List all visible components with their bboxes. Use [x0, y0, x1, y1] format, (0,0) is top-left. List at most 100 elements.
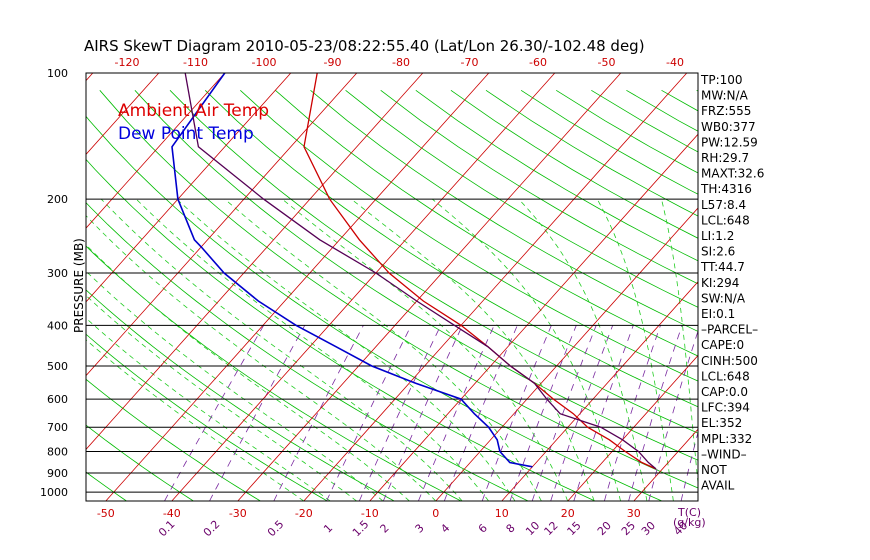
- bottom-temp-tick--30: -30: [229, 507, 247, 520]
- mixing-ratio-line-5: [382, 325, 463, 501]
- bottom-temp-tick--40: -40: [163, 507, 181, 520]
- chart-title: AIRS SkewT Diagram 2010-05-23/08:22:55.4…: [84, 37, 645, 55]
- pressure-tick-labels: 100 200 300 400 500 600 700 800 900 1000: [40, 67, 68, 499]
- mixing-ratio-tick-13: 20: [595, 519, 614, 538]
- index-6: MAXT:32.6: [701, 167, 764, 181]
- mixing-ratio-line-3: [326, 325, 412, 501]
- series-line-2: [184, 73, 657, 470]
- dry-adiabat-220: [732, 90, 870, 501]
- isotherm-0: [435, 207, 698, 501]
- index-17: CAPE:0: [701, 338, 744, 352]
- top-temp-tick--50: -50: [598, 56, 616, 69]
- dry-adiabat-0: [86, 245, 462, 501]
- isotherm--120: [0, 73, 27, 501]
- dry-adiabat-120: [380, 89, 698, 285]
- mixing-ratio-tick-14: 25: [619, 519, 638, 538]
- legend-dew-point-temp: Dew Point Temp: [118, 124, 254, 144]
- dry-adiabat-200: [661, 89, 698, 112]
- mixing-ratio-tick-5: 2: [378, 521, 392, 535]
- pressure-tick-100: 100: [47, 67, 68, 80]
- isotherm-lines: [0, 73, 698, 501]
- moist-adiabat--4: [86, 244, 410, 501]
- legend-ambient-air-temp: Ambient Air Temp: [118, 101, 269, 121]
- mixing-ratio-tick-3: 1: [321, 521, 335, 535]
- index-25: NOT: [701, 463, 727, 477]
- moist-adiabat-8: [136, 198, 489, 501]
- mixing-ratio-tick-6: 3: [413, 521, 427, 535]
- index-22: EL:352: [701, 416, 742, 430]
- mixing-ratio-tick-1: 0.2: [201, 518, 223, 540]
- index-21: LFC:394: [701, 401, 750, 415]
- mixing-ratio-tick-2: 0.5: [265, 518, 287, 540]
- index-18: CINH:500: [701, 354, 758, 368]
- dry-adiabat-230: [767, 90, 870, 501]
- mixing-ratio-tick-12: 15: [565, 519, 584, 538]
- isotherm--100: [86, 73, 160, 155]
- isotherm--10: [369, 133, 698, 501]
- dry-adiabat-130: [415, 89, 698, 262]
- dry-adiabat-20: [86, 158, 596, 501]
- index-3: WB0:377: [701, 120, 756, 134]
- dry-adiabat-90: [275, 89, 698, 357]
- index-13: KI:294: [701, 276, 739, 290]
- top-temp-tick--60: -60: [529, 56, 547, 69]
- moist-adiabat-24: [351, 198, 595, 501]
- top-temp-tick--70: -70: [461, 56, 479, 69]
- mixing-ratio-unit: (g/kg): [673, 516, 706, 529]
- isotherm--80: [86, 73, 292, 303]
- moist-adiabat--12: [86, 295, 357, 501]
- temp-unit-label: T(C): [677, 506, 701, 519]
- dry-adiabat-250: [837, 90, 870, 501]
- dry-adiabat-10: [86, 202, 529, 501]
- bottom-temperature-ticks: -50 -40 -30 -20 -10 0 10 20 30: [97, 507, 641, 520]
- moist-adiabat-36: [596, 199, 674, 501]
- bottom-temp-tick--10: -10: [361, 507, 379, 520]
- bottom-temp-tick--50: -50: [97, 507, 115, 520]
- pressure-tick-900: 900: [47, 467, 68, 480]
- bottom-temp-tick-20: 20: [561, 507, 575, 520]
- bottom-temp-tick--20: -20: [295, 507, 313, 520]
- pressure-tick-800: 800: [47, 446, 68, 459]
- top-temp-tick--100: -100: [252, 56, 277, 69]
- index-7: TH:4316: [700, 182, 752, 196]
- dry-adiabat--40: [86, 424, 194, 501]
- mixing-ratio-ticks: 0.1 0.2 0.5 1 1.5 2 3 4 6 8 10 12 15 20 25 30 40: [156, 518, 690, 540]
- profile-series: [171, 73, 657, 470]
- bottom-temp-tick-10: 10: [495, 507, 509, 520]
- dry-adiabat-60: [169, 90, 698, 434]
- isotherm--60: [86, 73, 424, 450]
- pressure-tick-600: 600: [47, 393, 68, 406]
- mixing-ratio-line-6: [418, 325, 495, 501]
- index-1: MW:N/A: [701, 89, 749, 103]
- mixing-ratio-line-10: [531, 325, 597, 501]
- index-8: L57:8.4: [701, 198, 746, 212]
- pressure-tick-700: 700: [47, 421, 68, 434]
- mixing-ratio-line-9: [509, 325, 577, 501]
- mixing-ratio-tick-15: 30: [639, 519, 658, 538]
- index-11: SI:2.6: [701, 245, 735, 259]
- pressure-tick-1000: 1000: [40, 486, 68, 499]
- moist-adiabat--16: [86, 317, 331, 501]
- bottom-temp-tick-0: 0: [432, 507, 439, 520]
- pressure-tick-200: 200: [47, 193, 68, 206]
- pressure-tick-400: 400: [47, 319, 68, 332]
- index-2: FRZ:555: [701, 104, 751, 118]
- dry-adiabat-140: [450, 89, 698, 239]
- dry-adiabat-110: [345, 89, 698, 308]
- mixing-ratio-tick-10: 10: [523, 519, 542, 538]
- top-temp-tick--40: -40: [666, 56, 684, 69]
- mixing-ratio-line-1: [209, 325, 306, 501]
- dry-adiabat--60: [0, 90, 60, 501]
- dry-adiabat-240: [802, 90, 870, 501]
- pressure-tick-300: 300: [47, 267, 68, 280]
- isotherm--40: [171, 73, 556, 501]
- pressure-tick-500: 500: [47, 360, 68, 373]
- top-temperature-ticks: -120 -110 -100 -90 -80 -70 -60 -50 -40: [115, 56, 684, 69]
- index-20: CAP:0.0: [701, 385, 748, 399]
- dry-adiabat--10: [86, 289, 395, 501]
- index-16: –PARCEL–: [701, 323, 758, 337]
- index-15: EI:0.1: [701, 307, 735, 321]
- dry-adiabat-160: [520, 89, 698, 195]
- index-12: TT:44.7: [700, 260, 745, 274]
